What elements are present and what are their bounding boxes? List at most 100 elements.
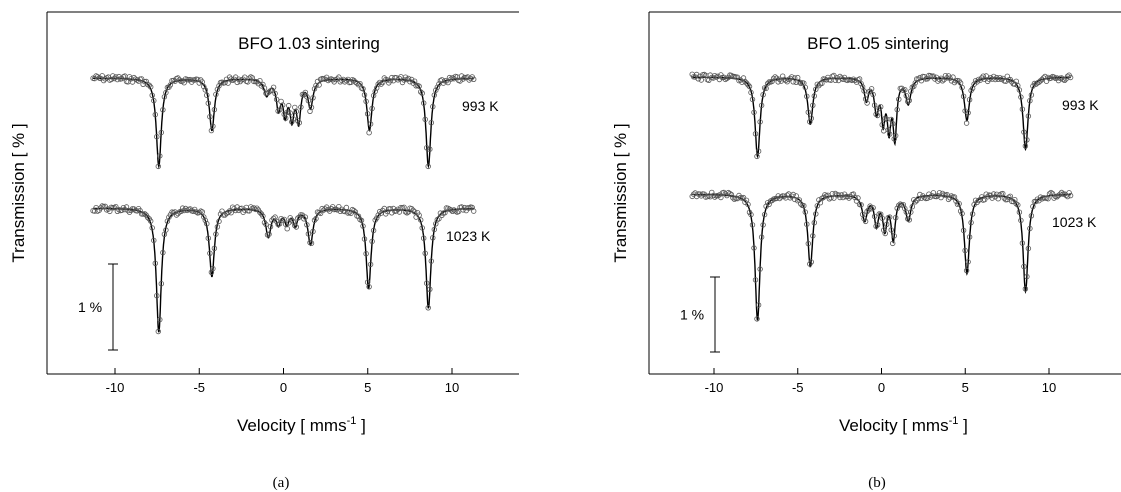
data-point bbox=[808, 259, 814, 265]
data-point bbox=[428, 119, 434, 126]
data-point bbox=[276, 221, 283, 227]
data-points bbox=[90, 73, 477, 170]
data-point bbox=[1019, 106, 1026, 112]
data-point bbox=[871, 102, 878, 108]
data-point bbox=[772, 74, 778, 80]
data-point bbox=[137, 207, 143, 214]
data-point bbox=[416, 83, 422, 89]
data-point bbox=[902, 86, 908, 93]
data-point bbox=[835, 192, 842, 198]
data-point bbox=[802, 209, 808, 215]
data-point bbox=[752, 277, 759, 283]
data-point bbox=[422, 250, 428, 256]
data-point bbox=[377, 208, 383, 215]
data-point bbox=[369, 238, 375, 245]
data-point bbox=[283, 115, 289, 121]
data-point bbox=[427, 146, 433, 152]
data-point bbox=[798, 201, 804, 207]
data-point bbox=[421, 235, 427, 241]
data-point bbox=[311, 217, 318, 223]
data-point bbox=[290, 116, 296, 122]
data-point bbox=[1048, 189, 1054, 196]
data-point bbox=[289, 217, 295, 223]
data-point bbox=[213, 91, 219, 98]
data-point bbox=[748, 89, 754, 96]
data-point bbox=[712, 194, 718, 200]
y-axis-label: Transmission [ % ] bbox=[611, 123, 630, 262]
data-point bbox=[887, 131, 893, 137]
data-points bbox=[90, 203, 477, 335]
data-point bbox=[878, 104, 884, 110]
data-point bbox=[1022, 143, 1029, 149]
data-point bbox=[1060, 191, 1066, 197]
data-point bbox=[808, 115, 814, 121]
data-point bbox=[956, 200, 962, 207]
data-point bbox=[856, 76, 863, 82]
data-points bbox=[689, 189, 1074, 322]
data-point bbox=[310, 95, 316, 101]
x-tick-label: 10 bbox=[445, 380, 459, 395]
data-point bbox=[727, 190, 733, 197]
data-point bbox=[351, 207, 357, 214]
data-point bbox=[370, 227, 377, 234]
data-point bbox=[758, 102, 765, 109]
x-tick-label: 5 bbox=[364, 380, 371, 395]
data-point bbox=[745, 82, 751, 88]
data-point bbox=[155, 328, 161, 335]
data-point bbox=[110, 73, 116, 79]
data-point bbox=[430, 235, 436, 241]
series-label: 1023 K bbox=[1052, 214, 1097, 230]
data-point bbox=[1042, 73, 1048, 80]
data-point bbox=[728, 191, 735, 198]
data-point bbox=[427, 286, 433, 292]
data-point bbox=[807, 118, 813, 125]
data-point bbox=[787, 195, 793, 201]
x-axis-label-end: ] bbox=[356, 416, 365, 435]
x-tick-label: 10 bbox=[1042, 380, 1056, 395]
data-point bbox=[152, 260, 158, 266]
data-point bbox=[228, 209, 234, 216]
data-point bbox=[302, 214, 309, 220]
data-point bbox=[1042, 195, 1048, 201]
data-point bbox=[1058, 189, 1065, 196]
data-point bbox=[418, 89, 424, 95]
data-point bbox=[225, 209, 231, 216]
data-point bbox=[364, 111, 371, 117]
data-point bbox=[766, 201, 772, 207]
x-axis-label-text: Velocity [ mms bbox=[839, 416, 949, 435]
data-point bbox=[366, 284, 372, 290]
data-point bbox=[257, 209, 263, 215]
data-point bbox=[814, 203, 820, 209]
data-point bbox=[758, 234, 765, 240]
data-point bbox=[113, 203, 119, 210]
data-point bbox=[363, 250, 369, 257]
data-point bbox=[443, 78, 450, 84]
data-point bbox=[1015, 202, 1021, 208]
data-point bbox=[355, 81, 362, 88]
data-point bbox=[207, 113, 213, 120]
data-point bbox=[861, 215, 867, 222]
data-point bbox=[408, 76, 415, 83]
data-point bbox=[178, 208, 184, 214]
data-point bbox=[275, 108, 281, 114]
data-points bbox=[689, 71, 1074, 160]
data-point bbox=[997, 74, 1003, 81]
data-point bbox=[870, 91, 876, 98]
scale-bar-label: 1 % bbox=[680, 307, 704, 323]
data-point bbox=[287, 110, 293, 116]
chart-panel-1: -10 -5 0 5 10 BFO 1.03 sintering Velocity [ mm… bbox=[9, 11, 519, 491]
data-point bbox=[844, 193, 851, 200]
data-point bbox=[266, 89, 272, 95]
data-point bbox=[891, 233, 897, 239]
data-point bbox=[770, 75, 777, 82]
data-point bbox=[718, 194, 724, 201]
data-point bbox=[313, 215, 319, 222]
data-point bbox=[360, 86, 366, 92]
data-point bbox=[100, 77, 107, 84]
data-point bbox=[442, 209, 448, 216]
data-point bbox=[790, 191, 796, 198]
x-tick-label: 5 bbox=[962, 380, 969, 395]
data-point bbox=[864, 208, 870, 215]
data-point bbox=[336, 74, 342, 80]
data-point bbox=[998, 76, 1004, 83]
